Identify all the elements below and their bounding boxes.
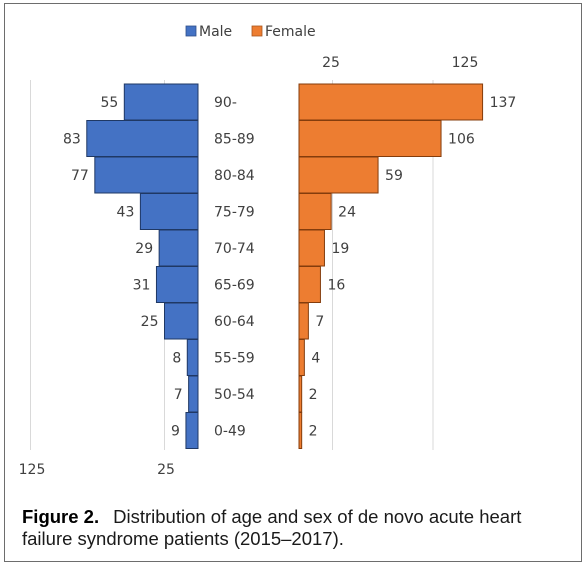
age-group-label-70-74: 70-74 (214, 241, 255, 257)
male-value-label-75-79: 43 (117, 205, 135, 221)
female-bar-0-49 (298, 412, 303, 449)
female-bar-50-54 (298, 375, 303, 413)
caption-text: Distribution of age and sex of de novo a… (22, 506, 522, 549)
female-bar-90- (298, 83, 484, 121)
female-value-label-70-74: 19 (331, 241, 349, 257)
male-bar-85-89 (86, 120, 199, 157)
age-group-label-65-69: 65-69 (214, 278, 255, 294)
age-group-label-0-49: 0-49 (214, 424, 246, 440)
female-axis-tick-25: 25 (322, 55, 340, 71)
female-bars (298, 83, 484, 449)
caption-label: Figure 2. (22, 506, 100, 527)
male-bar-70-74 (158, 229, 199, 267)
female-bar-75-79 (298, 193, 332, 230)
female-value-label-80-84: 59 (385, 168, 403, 184)
male-bar-50-54 (188, 375, 199, 413)
male-bar-80-84 (94, 156, 199, 194)
female-value-label-60-64: 7 (315, 314, 324, 330)
female-bar-80-84 (298, 156, 379, 194)
male-bar-60-64 (164, 302, 199, 340)
male-value-label-80-84: 77 (71, 168, 89, 184)
age-group-label-55-59: 55-59 (214, 351, 255, 367)
male-bar-0-49 (185, 412, 199, 449)
legend-female-label: Female (265, 24, 316, 40)
female-bar-70-74 (298, 229, 325, 267)
male-value-label-60-64: 25 (141, 314, 159, 330)
male-value-label-85-89: 83 (63, 132, 81, 148)
age-group-label-80-84: 80-84 (214, 168, 255, 184)
female-bar-60-64 (298, 302, 309, 340)
female-value-label-65-69: 16 (327, 278, 345, 294)
female-bar-55-59 (298, 339, 305, 376)
female-value-label-55-59: 4 (311, 351, 320, 367)
male-value-label-65-69: 31 (133, 278, 151, 294)
male-axis-tick-125: 125 (19, 462, 46, 478)
age-group-label-75-79: 75-79 (214, 205, 255, 221)
female-bar-65-69 (298, 266, 321, 303)
male-bar-90- (123, 83, 199, 121)
female-bar-85-89 (298, 120, 442, 157)
legend: Male Female (185, 24, 316, 40)
age-group-label-60-64: 60-64 (214, 314, 255, 330)
male-bar-55-59 (186, 339, 199, 376)
legend-male-swatch (185, 25, 197, 37)
male-axis-tick-25: 25 (157, 462, 175, 478)
female-value-label-50-54: 2 (309, 387, 318, 403)
legend-female-swatch (251, 25, 263, 37)
female-axis-tick-125: 125 (452, 55, 479, 71)
female-value-label-90-: 137 (490, 95, 517, 111)
figure-caption: Figure 2. Distribution of age and sex of … (22, 506, 567, 550)
female-value-label-85-89: 106 (448, 132, 475, 148)
figure-frame (4, 3, 582, 562)
male-bars (86, 83, 199, 449)
age-group-label-50-54: 50-54 (214, 387, 255, 403)
male-value-label-70-74: 29 (135, 241, 153, 257)
male-value-label-90-: 55 (100, 95, 118, 111)
male-value-label-0-49: 9 (171, 424, 180, 440)
age-group-label-90-: 90- (214, 95, 237, 111)
age-group-label-85-89: 85-89 (214, 132, 255, 148)
axis-ticks: 25 125 125 25 (19, 55, 479, 478)
male-value-label-55-59: 8 (172, 351, 181, 367)
legend-male-label: Male (199, 24, 232, 40)
female-value-label-75-79: 24 (338, 205, 356, 221)
male-bar-75-79 (139, 193, 199, 230)
male-value-label-50-54: 7 (174, 387, 183, 403)
male-bar-65-69 (155, 266, 199, 303)
female-value-label-0-49: 2 (309, 424, 318, 440)
